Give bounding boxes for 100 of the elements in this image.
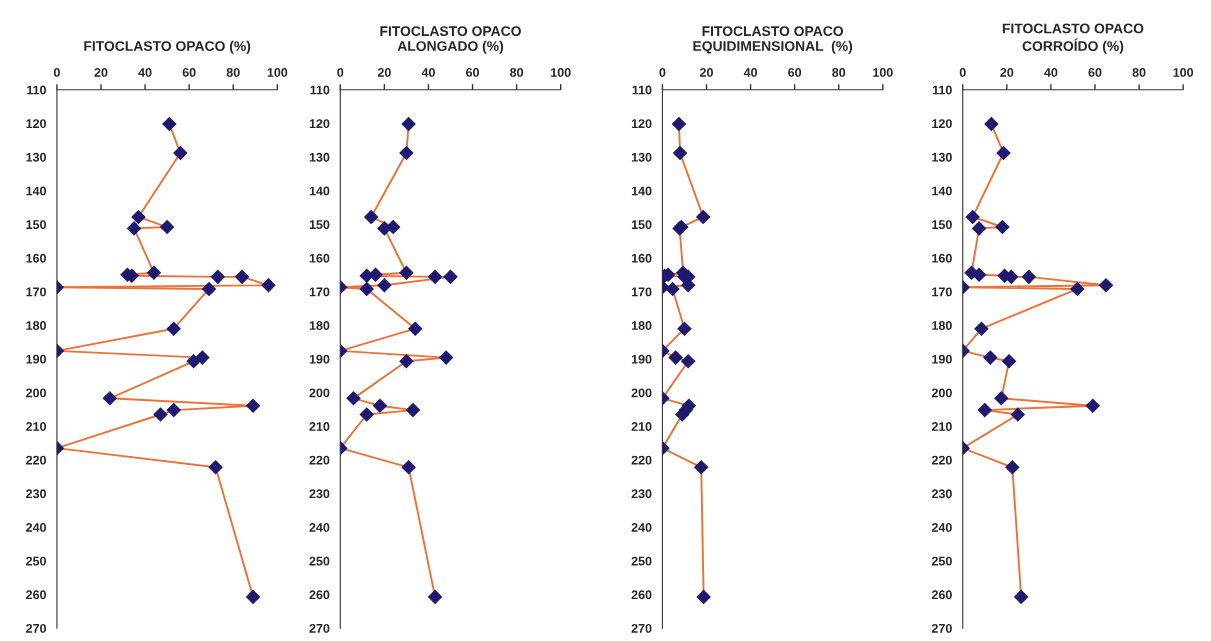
- y-tick-label: 260: [309, 590, 330, 600]
- x-tick-label: 40: [421, 68, 435, 77]
- point: [399, 265, 414, 281]
- y-tick-label: 190: [26, 354, 46, 364]
- point: [1070, 281, 1085, 297]
- point: [399, 145, 414, 161]
- point: [405, 402, 421, 418]
- y-tick-label: 210: [309, 422, 330, 431]
- point: [665, 281, 680, 297]
- point: [195, 350, 210, 365]
- point: [166, 402, 182, 418]
- point: [201, 281, 217, 297]
- y-tick-label: 250: [931, 556, 952, 566]
- point: [1001, 354, 1017, 369]
- y-tick-label: 190: [631, 354, 652, 364]
- point: [245, 589, 261, 605]
- y-tick-label: 220: [26, 455, 46, 465]
- y-tick-label: 140: [26, 186, 46, 196]
- point: [210, 269, 226, 285]
- point: [359, 407, 375, 422]
- y-tick-label: 150: [932, 220, 952, 229]
- y-tick-label: 260: [931, 590, 952, 600]
- point: [977, 402, 993, 418]
- y-tick-label: 130: [309, 152, 330, 162]
- point: [359, 281, 375, 297]
- y-tick-label: 200: [631, 388, 652, 398]
- x-tick-label: 60: [182, 68, 196, 77]
- x-tick-label: 80: [226, 68, 240, 77]
- point: [363, 209, 379, 225]
- y-tick-label: 260: [26, 590, 46, 600]
- point: [996, 145, 1011, 161]
- point: [695, 209, 711, 225]
- y-tick-label: 250: [309, 556, 330, 566]
- y-tick-label: 160: [26, 253, 46, 263]
- y-tick-label: 150: [309, 220, 330, 229]
- point: [438, 350, 454, 365]
- y-tick-label: 180: [631, 321, 652, 330]
- point: [186, 354, 201, 369]
- x-tick-label: 0: [659, 68, 666, 77]
- point: [401, 116, 416, 132]
- point: [443, 269, 458, 285]
- point: [407, 321, 423, 336]
- point: [261, 277, 276, 293]
- x-tick-label: 0: [337, 68, 344, 77]
- y-tick-label: 200: [931, 388, 952, 398]
- x-tick-label: 100: [873, 68, 893, 77]
- point: [166, 321, 182, 336]
- point: [971, 221, 987, 236]
- y-tick-label: 120: [631, 119, 652, 129]
- point: [162, 116, 177, 132]
- x-tick-label: 0: [53, 68, 60, 77]
- y-tick-label: 240: [931, 523, 952, 532]
- y-tick-label: 270: [931, 623, 952, 633]
- y-tick-label: 150: [26, 220, 46, 229]
- y-tick-label: 200: [309, 388, 330, 398]
- point: [427, 589, 443, 605]
- y-tick-label: 160: [309, 253, 330, 263]
- x-tick-label: 20: [1000, 68, 1014, 77]
- y-tick-label: 230: [309, 489, 330, 499]
- point: [234, 269, 250, 285]
- point: [245, 398, 261, 414]
- point: [146, 265, 162, 281]
- x-tick-label: 60: [466, 68, 479, 77]
- x-tick-label: 100: [551, 68, 571, 77]
- point: [994, 391, 1009, 406]
- x-tick-label: 80: [1132, 68, 1146, 77]
- y-tick-label: 140: [631, 186, 652, 196]
- point: [377, 221, 392, 236]
- point: [974, 321, 989, 336]
- y-tick-label: 150: [631, 220, 652, 229]
- point: [680, 354, 696, 369]
- point: [1085, 398, 1101, 414]
- point: [671, 116, 687, 132]
- y-tick-label: 190: [309, 354, 330, 364]
- y-tick-label: 110: [310, 85, 330, 95]
- y-tick-label: 210: [26, 422, 46, 431]
- point: [427, 269, 443, 285]
- y-tick-label: 110: [632, 85, 652, 95]
- point: [1013, 589, 1029, 605]
- y-tick-label: 120: [309, 119, 330, 129]
- x-tick-label: 40: [138, 68, 152, 77]
- point: [995, 219, 1010, 235]
- y-tick-label: 170: [932, 287, 952, 297]
- x-tick-label: 80: [832, 68, 846, 77]
- y-tick-label: 230: [631, 489, 652, 499]
- chart-title: FITOCLASTO OPACO EQUIDIMENSIONAL (%): [693, 26, 853, 54]
- point: [1021, 269, 1037, 285]
- point: [1010, 407, 1026, 422]
- y-tick-label: 180: [932, 321, 952, 330]
- y-tick-label: 160: [932, 253, 952, 263]
- point: [131, 209, 146, 225]
- y-tick-label: 130: [26, 152, 46, 162]
- point: [126, 221, 142, 236]
- y-tick-label: 140: [309, 186, 330, 196]
- x-tick-label: 20: [699, 68, 713, 77]
- point: [401, 460, 416, 475]
- point: [668, 350, 683, 365]
- y-tick-label: 250: [26, 556, 46, 566]
- y-tick-label: 120: [932, 119, 952, 129]
- chart-title: FITOCLASTO OPACO ALONGADO (%): [380, 26, 521, 54]
